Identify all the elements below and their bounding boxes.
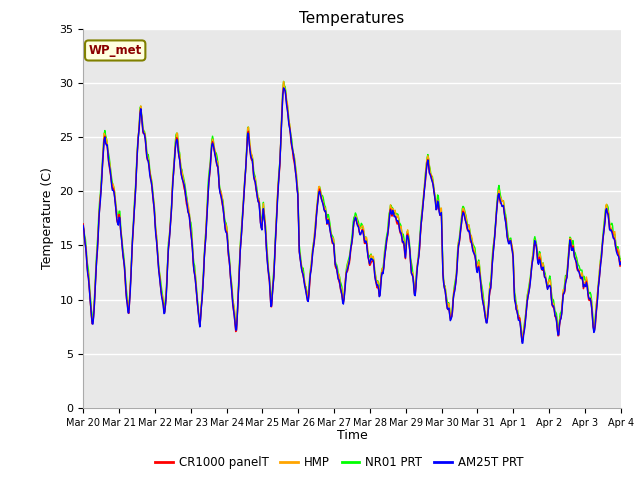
Text: WP_met: WP_met [88,44,142,57]
Legend: CR1000 panelT, HMP, NR01 PRT, AM25T PRT: CR1000 panelT, HMP, NR01 PRT, AM25T PRT [150,452,528,474]
Title: Temperatures: Temperatures [300,11,404,26]
X-axis label: Time: Time [337,429,367,442]
Y-axis label: Temperature (C): Temperature (C) [41,168,54,269]
